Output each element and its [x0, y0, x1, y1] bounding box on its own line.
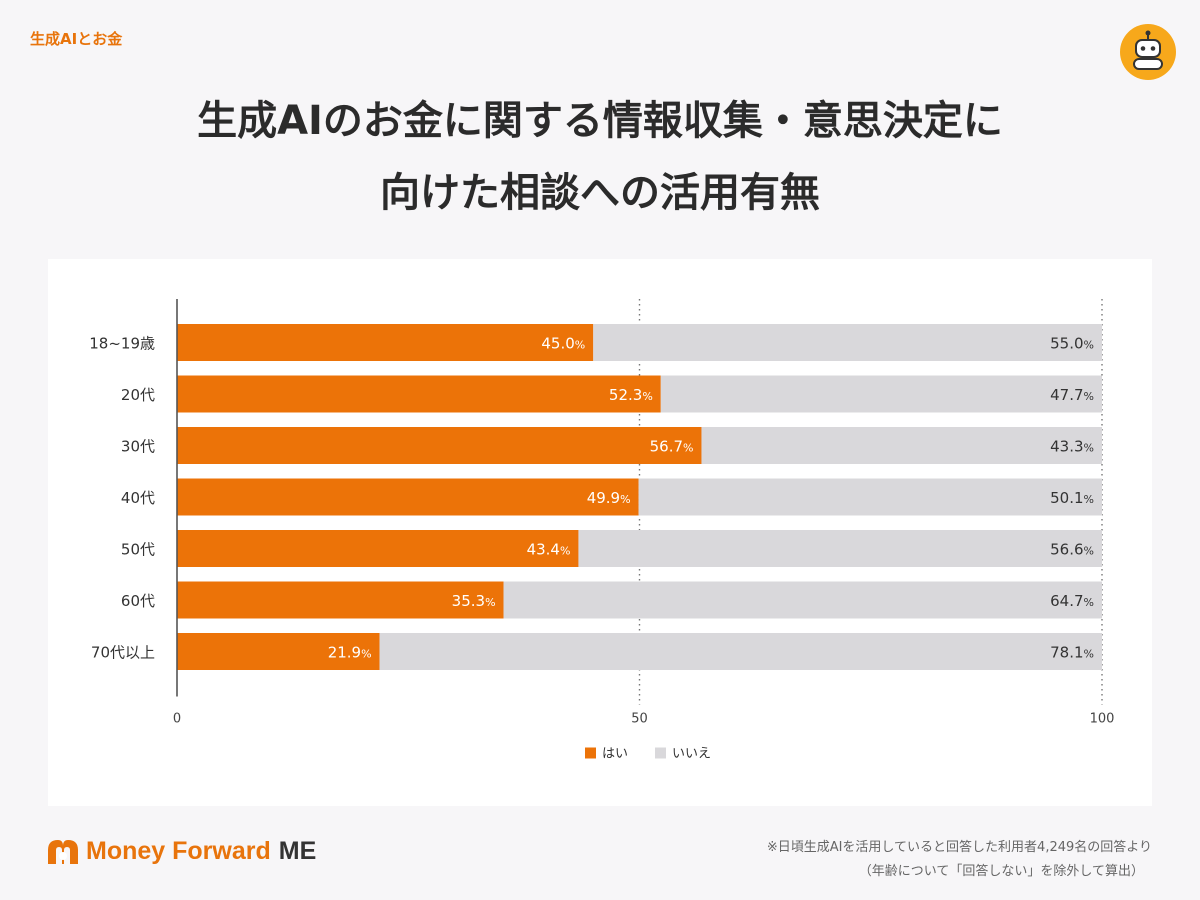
data-label-unit: %	[683, 442, 693, 455]
data-label-unit: %	[485, 596, 495, 609]
data-label-unit: %	[620, 493, 630, 506]
chart-card: 45.0% 55.0% 18~19歳 52.3% 47.7% 20代 56.7% 43.3% 3…	[48, 259, 1152, 806]
data-label-unit: %	[1084, 596, 1094, 609]
legend-swatch-no	[655, 747, 666, 759]
data-label-unit: %	[361, 648, 371, 661]
legend-label: いいえ	[672, 747, 711, 762]
brand-suffix: ME	[278, 836, 317, 865]
category-label: 20代	[121, 386, 155, 404]
brand-name-text: Money Forward	[86, 836, 271, 865]
bar-yes	[177, 633, 380, 670]
footnote-exclusion: （年齢について「回答しない」を除外して算出）	[858, 864, 1144, 879]
x-tick-label: 0	[173, 712, 181, 727]
bar-yes	[177, 530, 579, 567]
bar-no	[578, 530, 1102, 567]
bar-yes	[177, 478, 639, 516]
category-label: 30代	[121, 438, 155, 456]
data-label-unit: %	[560, 545, 570, 558]
category-label: 70代以上	[91, 644, 155, 662]
data-label-unit: %	[1084, 390, 1094, 403]
bar-no	[660, 375, 1102, 413]
x-tick-label: 50	[631, 712, 648, 727]
bar-chart: 45.0% 55.0% 18~19歳 52.3% 47.7% 20代 56.7% 43.3% 3…	[89, 299, 1115, 762]
robot-icon	[1120, 24, 1176, 80]
data-label: 43.4%	[527, 541, 571, 559]
bar-yes	[177, 427, 702, 464]
bar-no	[379, 633, 1102, 670]
category-label: 60代	[121, 592, 155, 610]
data-label: 45.0%	[541, 335, 585, 353]
data-label: 55.0%	[1050, 335, 1094, 353]
data-label-unit: %	[1084, 493, 1094, 506]
data-label: 50.1%	[1050, 489, 1094, 507]
data-label-unit: %	[642, 390, 652, 403]
data-label: 49.9%	[587, 489, 631, 507]
legend-label: はい	[602, 747, 628, 762]
bar-no	[701, 427, 1102, 464]
money-forward-logo-icon	[48, 840, 78, 864]
category-label: 18~19歳	[89, 335, 155, 353]
data-label-unit: %	[575, 339, 585, 352]
legend-swatch-yes	[585, 747, 596, 759]
bar-yes	[177, 324, 594, 361]
bar-yes	[177, 375, 661, 413]
data-label: 47.7%	[1050, 386, 1094, 404]
data-label: 52.3%	[609, 386, 653, 404]
bar-no	[593, 324, 1102, 361]
data-label: 64.7%	[1050, 592, 1094, 610]
bar-yes	[177, 581, 504, 619]
data-label: 21.9%	[328, 644, 372, 662]
category-label: 40代	[121, 489, 155, 507]
data-label: 56.7%	[650, 438, 694, 456]
chart-title-line2: 向けた相談への活用有無	[380, 170, 820, 216]
bar-no	[638, 478, 1102, 516]
data-label-unit: %	[1084, 545, 1094, 558]
category-label: 生成AIとお金	[30, 30, 123, 48]
data-label: 78.1%	[1050, 644, 1094, 662]
footnote-sample: ※日頃生成AIを活用していると回答した利用者4,249名の回答より	[766, 840, 1152, 855]
category-label: 50代	[121, 541, 155, 559]
data-label: 56.6%	[1050, 541, 1094, 559]
bar-no	[503, 581, 1102, 619]
data-label-unit: %	[1084, 442, 1094, 455]
chart-title-line1: 生成AIのお金に関する情報収集・意思決定に	[197, 98, 1003, 144]
data-label-unit: %	[1084, 339, 1094, 352]
robot-icon-graphic	[1133, 30, 1163, 70]
brand-logo: Money Forward ME	[46, 836, 316, 866]
x-tick-label: 100	[1090, 712, 1115, 727]
data-label-unit: %	[1084, 648, 1094, 661]
data-label: 35.3%	[452, 592, 496, 610]
brand-name: Money Forward ME	[86, 837, 316, 866]
data-label: 43.3%	[1050, 438, 1094, 456]
